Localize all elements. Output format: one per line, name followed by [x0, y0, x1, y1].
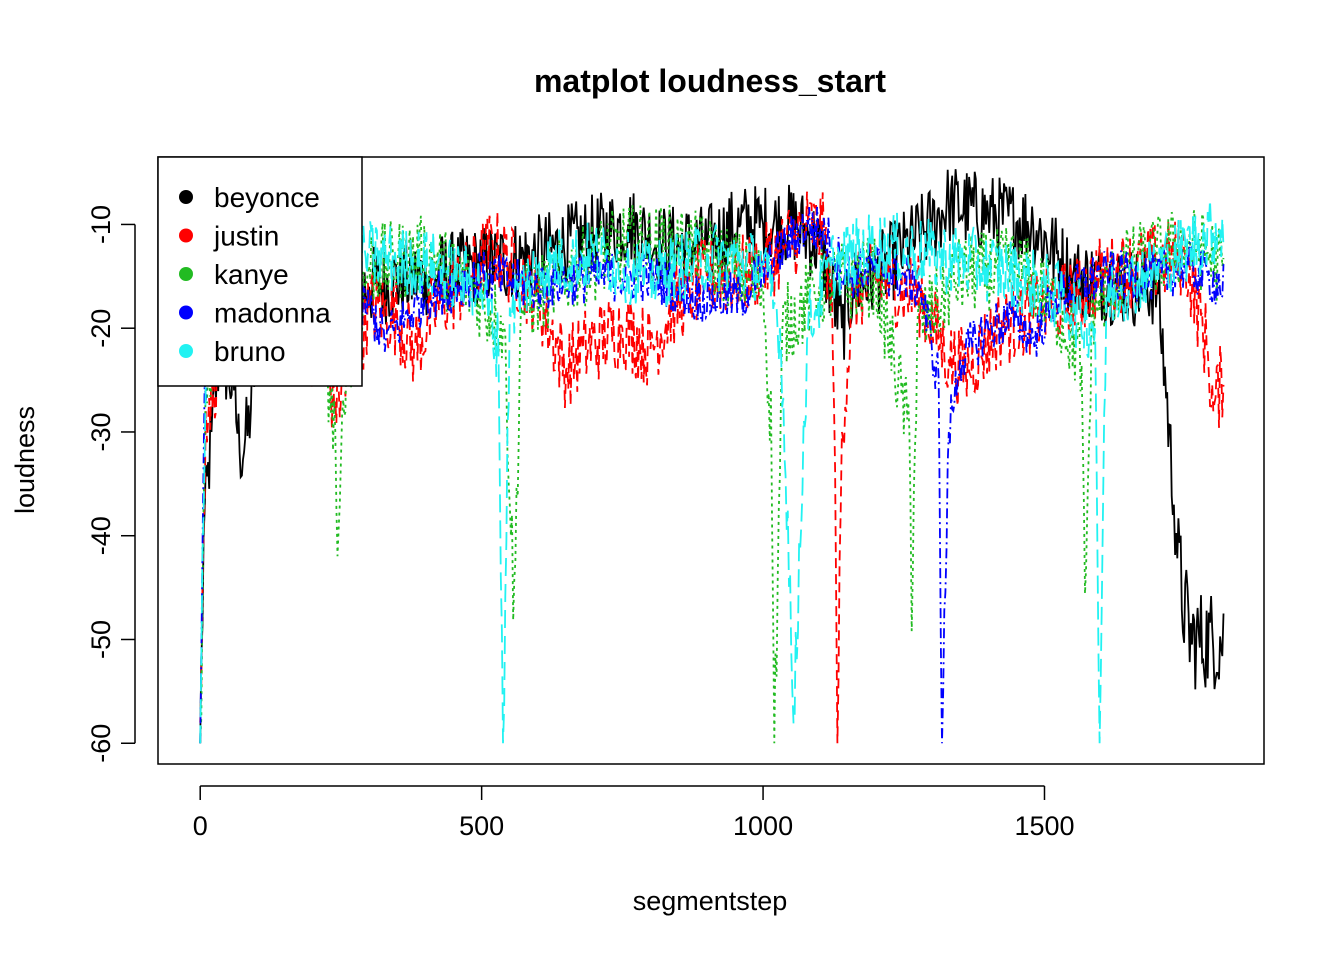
y-tick-label: -10 [86, 205, 116, 244]
x-tick-label: 0 [193, 811, 208, 841]
legend: beyonce justin kanye madonna bruno [157, 156, 363, 387]
chart-title: matplot loudness_start [534, 63, 886, 99]
legend-label-madonna: madonna [214, 298, 331, 329]
legend-label-bruno: bruno [214, 336, 286, 367]
legend-marker-beyonce [179, 190, 193, 204]
y-tick-label: -40 [86, 516, 116, 555]
legend-marker-bruno [179, 344, 193, 358]
x-tick-label: 1000 [733, 811, 793, 841]
y-axis-label: loudness [10, 406, 40, 514]
y-tick-label: -30 [86, 412, 116, 451]
y-tick-label: -50 [86, 620, 116, 659]
y-tick-label: -60 [86, 724, 116, 763]
series-line-bruno [199, 199, 1225, 744]
legend-label-beyonce: beyonce [214, 182, 320, 213]
x-tick-label: 500 [459, 811, 504, 841]
series-line-justin [199, 191, 1225, 744]
legend-marker-justin [179, 228, 193, 243]
y-tick-label: -20 [86, 309, 116, 348]
y-axis: -10 -20 -30 -40 -50 -60 [86, 205, 136, 763]
legend-marker-madonna [179, 305, 193, 320]
x-axis-label: segmentstep [633, 886, 788, 916]
plot-frame [157, 156, 1265, 765]
legend-label-kanye: kanye [214, 259, 289, 290]
series-line-madonna [199, 206, 1225, 744]
legend-label-justin: justin [213, 221, 279, 252]
legend-marker-kanye [179, 267, 193, 281]
series-layer [199, 169, 1225, 744]
x-tick-label: 1500 [1014, 811, 1074, 841]
x-axis: 0 500 1000 1500 [193, 785, 1075, 841]
